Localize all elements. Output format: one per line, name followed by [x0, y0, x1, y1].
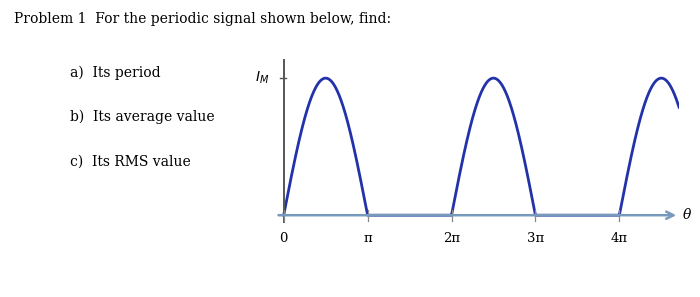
Text: 4π: 4π: [611, 232, 628, 245]
Text: b)  Its average value: b) Its average value: [70, 110, 215, 124]
Text: θ: θ: [683, 208, 692, 222]
Text: c)  Its RMS value: c) Its RMS value: [70, 154, 190, 168]
Text: Problem 1  For the periodic signal shown below, find:: Problem 1 For the periodic signal shown …: [14, 12, 391, 26]
Text: a)  Its period: a) Its period: [70, 65, 160, 80]
Text: π: π: [363, 232, 372, 245]
Text: 3π: 3π: [527, 232, 544, 245]
Text: 0: 0: [279, 232, 288, 245]
Text: $I_M$: $I_M$: [255, 70, 269, 86]
Text: 2π: 2π: [443, 232, 460, 245]
